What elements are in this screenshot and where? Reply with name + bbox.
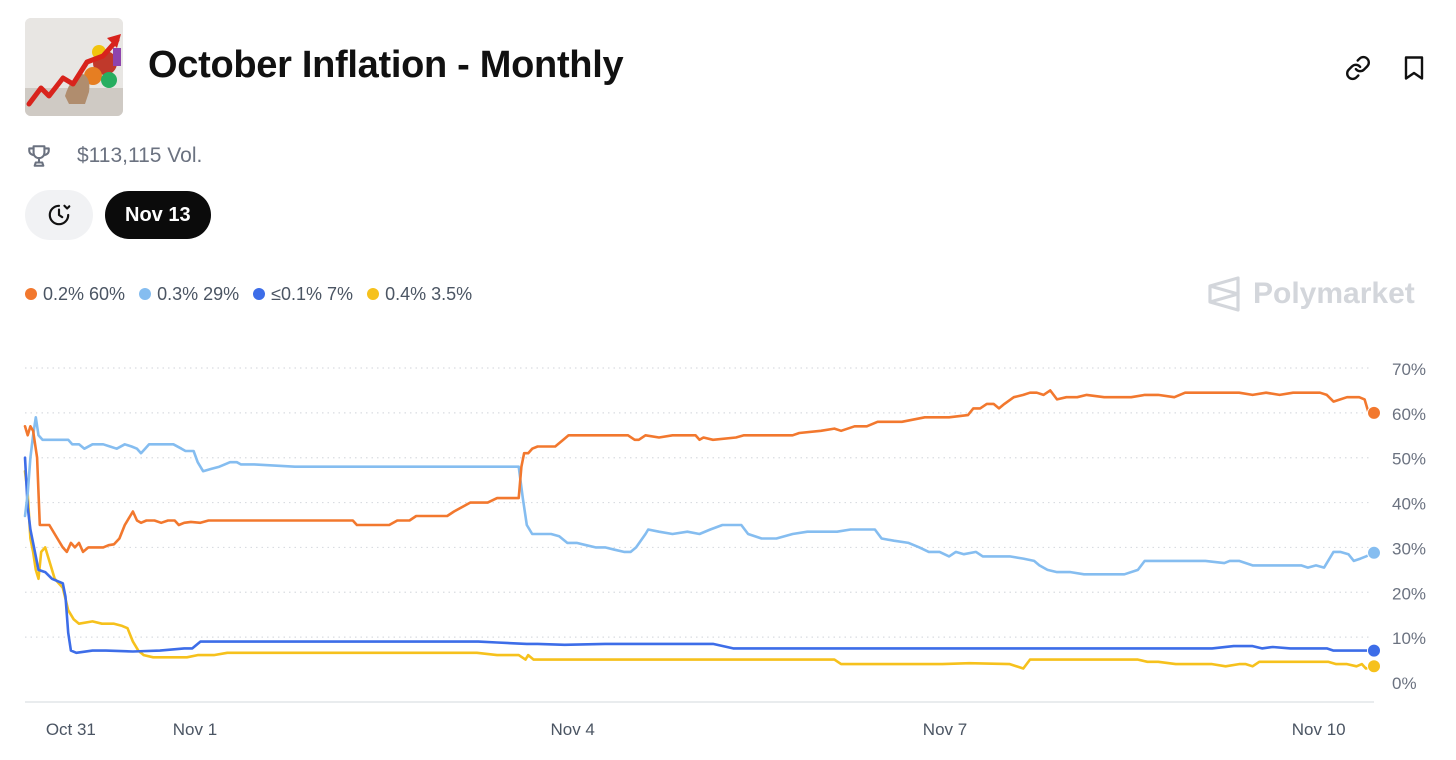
trophy-icon xyxy=(25,142,53,170)
chart-legend: 0.2% 60% 0.3% 29% ≤0.1% 7% 0.4% 3.5% xyxy=(25,283,472,305)
bookmark-button[interactable] xyxy=(1398,52,1430,84)
series-line xyxy=(23,469,1376,670)
legend-dot xyxy=(253,288,266,300)
legend-dot xyxy=(139,288,152,300)
y-tick-label: 0% xyxy=(1392,674,1417,693)
x-tick-label: Nov 4 xyxy=(550,720,594,739)
legend-item: 0.3% 29% xyxy=(139,284,239,305)
page-title: October Inflation - Monthly xyxy=(148,44,624,86)
series-endpoint xyxy=(1367,405,1381,420)
y-tick-label: 20% xyxy=(1392,584,1426,603)
copy-link-button[interactable] xyxy=(1342,52,1374,84)
series-endpoint xyxy=(1367,545,1381,560)
market-thumbnail xyxy=(25,18,123,116)
series-endpoint xyxy=(1367,643,1381,658)
legend-item: 0.2% 60% xyxy=(25,284,125,305)
market-header: October Inflation - Monthly xyxy=(25,18,1431,116)
x-tick-label: Nov 1 xyxy=(173,720,217,739)
chart-series xyxy=(23,389,1376,670)
legend-dot xyxy=(367,288,380,300)
series-line xyxy=(23,389,1376,554)
x-tick-label: Nov 7 xyxy=(923,720,967,739)
x-tick-label: Nov 10 xyxy=(1292,720,1346,739)
legend-label: 0.4% 3.5% xyxy=(385,283,473,304)
date-filter-row: Nov 13 xyxy=(25,190,211,240)
legend-dot xyxy=(25,288,37,300)
chart-endpoints xyxy=(1367,405,1381,674)
polymarket-watermark: Polymarket xyxy=(1207,274,1415,314)
legend-item: 0.4% 3.5% xyxy=(367,284,472,305)
price-history-chart: 0% 10% 20% 30% 40% 50% 60% 70% Oct 31 Nov 1 Nov 4 N… xyxy=(23,360,1426,739)
date-pill-nov-13[interactable]: Nov 13 xyxy=(105,191,211,239)
legend-label: 0.2% 60% xyxy=(43,283,126,304)
y-tick-label: 40% xyxy=(1392,495,1426,514)
legend-label: 0.3% 29% xyxy=(157,283,240,304)
series-line xyxy=(23,456,1376,655)
series-line xyxy=(23,416,1376,576)
clock-history-icon xyxy=(48,204,71,226)
chart-grid xyxy=(25,367,1372,638)
watermark-text: Polymarket xyxy=(1253,277,1415,310)
y-tick-label: 70% xyxy=(1392,360,1426,379)
chart-axes: 0% 10% 20% 30% 40% 50% 60% 70% Oct 31 Nov 1 Nov 4 N… xyxy=(25,360,1426,739)
series-endpoint xyxy=(1367,659,1381,674)
legend-item: ≤0.1% 7% xyxy=(253,284,353,305)
bookmark-icon xyxy=(1404,56,1424,80)
legend-label: ≤0.1% 7% xyxy=(271,283,354,304)
y-tick-label: 60% xyxy=(1392,405,1426,424)
volume-row: $113,115 Vol. xyxy=(25,140,202,172)
y-tick-label: 30% xyxy=(1392,539,1426,558)
link-icon xyxy=(1346,55,1370,81)
volume-text: $113,115 Vol. xyxy=(77,144,203,167)
y-tick-label: 50% xyxy=(1392,450,1426,469)
polymarket-logo-icon xyxy=(1208,276,1240,312)
x-tick-label: Oct 31 xyxy=(46,720,96,739)
y-tick-label: 10% xyxy=(1392,629,1426,648)
history-button[interactable] xyxy=(25,190,93,240)
